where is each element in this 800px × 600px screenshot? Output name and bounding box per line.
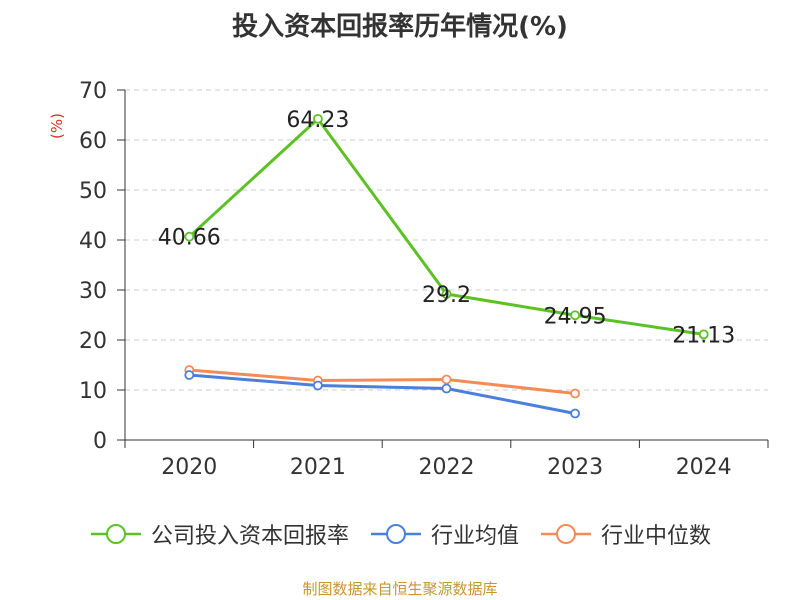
x-tick-label: 2023 bbox=[547, 455, 603, 480]
gridlines bbox=[125, 89, 768, 391]
y-tick-label: 30 bbox=[79, 279, 107, 304]
y-tick-label: 20 bbox=[79, 329, 107, 354]
legend-marker bbox=[370, 524, 421, 544]
legend-label: 公司投入资本回报率 bbox=[150, 524, 349, 549]
series-point-0 bbox=[570, 310, 580, 321]
legend-item: 行业均值 bbox=[369, 518, 519, 550]
series-lines bbox=[184, 113, 709, 419]
legend-marker bbox=[541, 524, 591, 544]
y-tick-label: 60 bbox=[79, 129, 107, 154]
data-label: 64.23 bbox=[286, 108, 349, 133]
y-tick-label: 50 bbox=[79, 179, 107, 204]
chart-title: 投入资本回报率历年情况(%) bbox=[232, 12, 568, 42]
data-label: 29.2 bbox=[422, 283, 471, 308]
series-point-0 bbox=[312, 113, 323, 124]
series-line-2 bbox=[189, 368, 576, 395]
series-point-0 bbox=[698, 329, 709, 340]
axes: 0 10 20 30 40 50 60 70 2020 2021 2022 2023 2024 (%) bbox=[48, 79, 769, 480]
series-point-2 bbox=[570, 388, 580, 399]
legend-label: 行业中位数 bbox=[601, 524, 712, 549]
x-tick-label: 2022 bbox=[419, 455, 475, 480]
series-point-0 bbox=[184, 231, 195, 242]
legend: 公司投入资本回报率 行业均值 行业中位数 bbox=[0, 518, 800, 550]
series-point-1 bbox=[184, 370, 195, 380]
x-tick-label: 2024 bbox=[676, 455, 732, 480]
legend-item: 公司投入资本回报率 bbox=[89, 518, 349, 550]
y-tick-label: 10 bbox=[79, 379, 107, 404]
y-axis-label: (%) bbox=[48, 113, 66, 139]
source-note: 制图数据来自恒生聚源数据库 bbox=[302, 580, 498, 598]
legend-item: 行业中位数 bbox=[539, 518, 711, 550]
y-tick-label: 0 bbox=[93, 429, 107, 454]
y-tick-label: 40 bbox=[79, 229, 107, 254]
series-point-0 bbox=[441, 289, 452, 299]
y-tick-label: 70 bbox=[79, 79, 107, 104]
legend-marker bbox=[90, 524, 141, 544]
data-label: 21.13 bbox=[672, 323, 735, 348]
x-tick-label: 2020 bbox=[161, 455, 217, 480]
data-label: 24.95 bbox=[544, 304, 607, 329]
series-point-1 bbox=[312, 380, 323, 391]
x-tick-label: 2021 bbox=[290, 455, 346, 480]
data-labels: 40.66 64.23 29.2 24.95 21.13 bbox=[158, 108, 735, 349]
series-line-1 bbox=[189, 373, 576, 415]
data-label: 40.66 bbox=[158, 226, 221, 251]
series-point-2 bbox=[441, 374, 452, 385]
series-point-1 bbox=[570, 408, 580, 419]
legend-label: 行业均值 bbox=[430, 524, 519, 549]
series-point-1 bbox=[441, 383, 452, 394]
